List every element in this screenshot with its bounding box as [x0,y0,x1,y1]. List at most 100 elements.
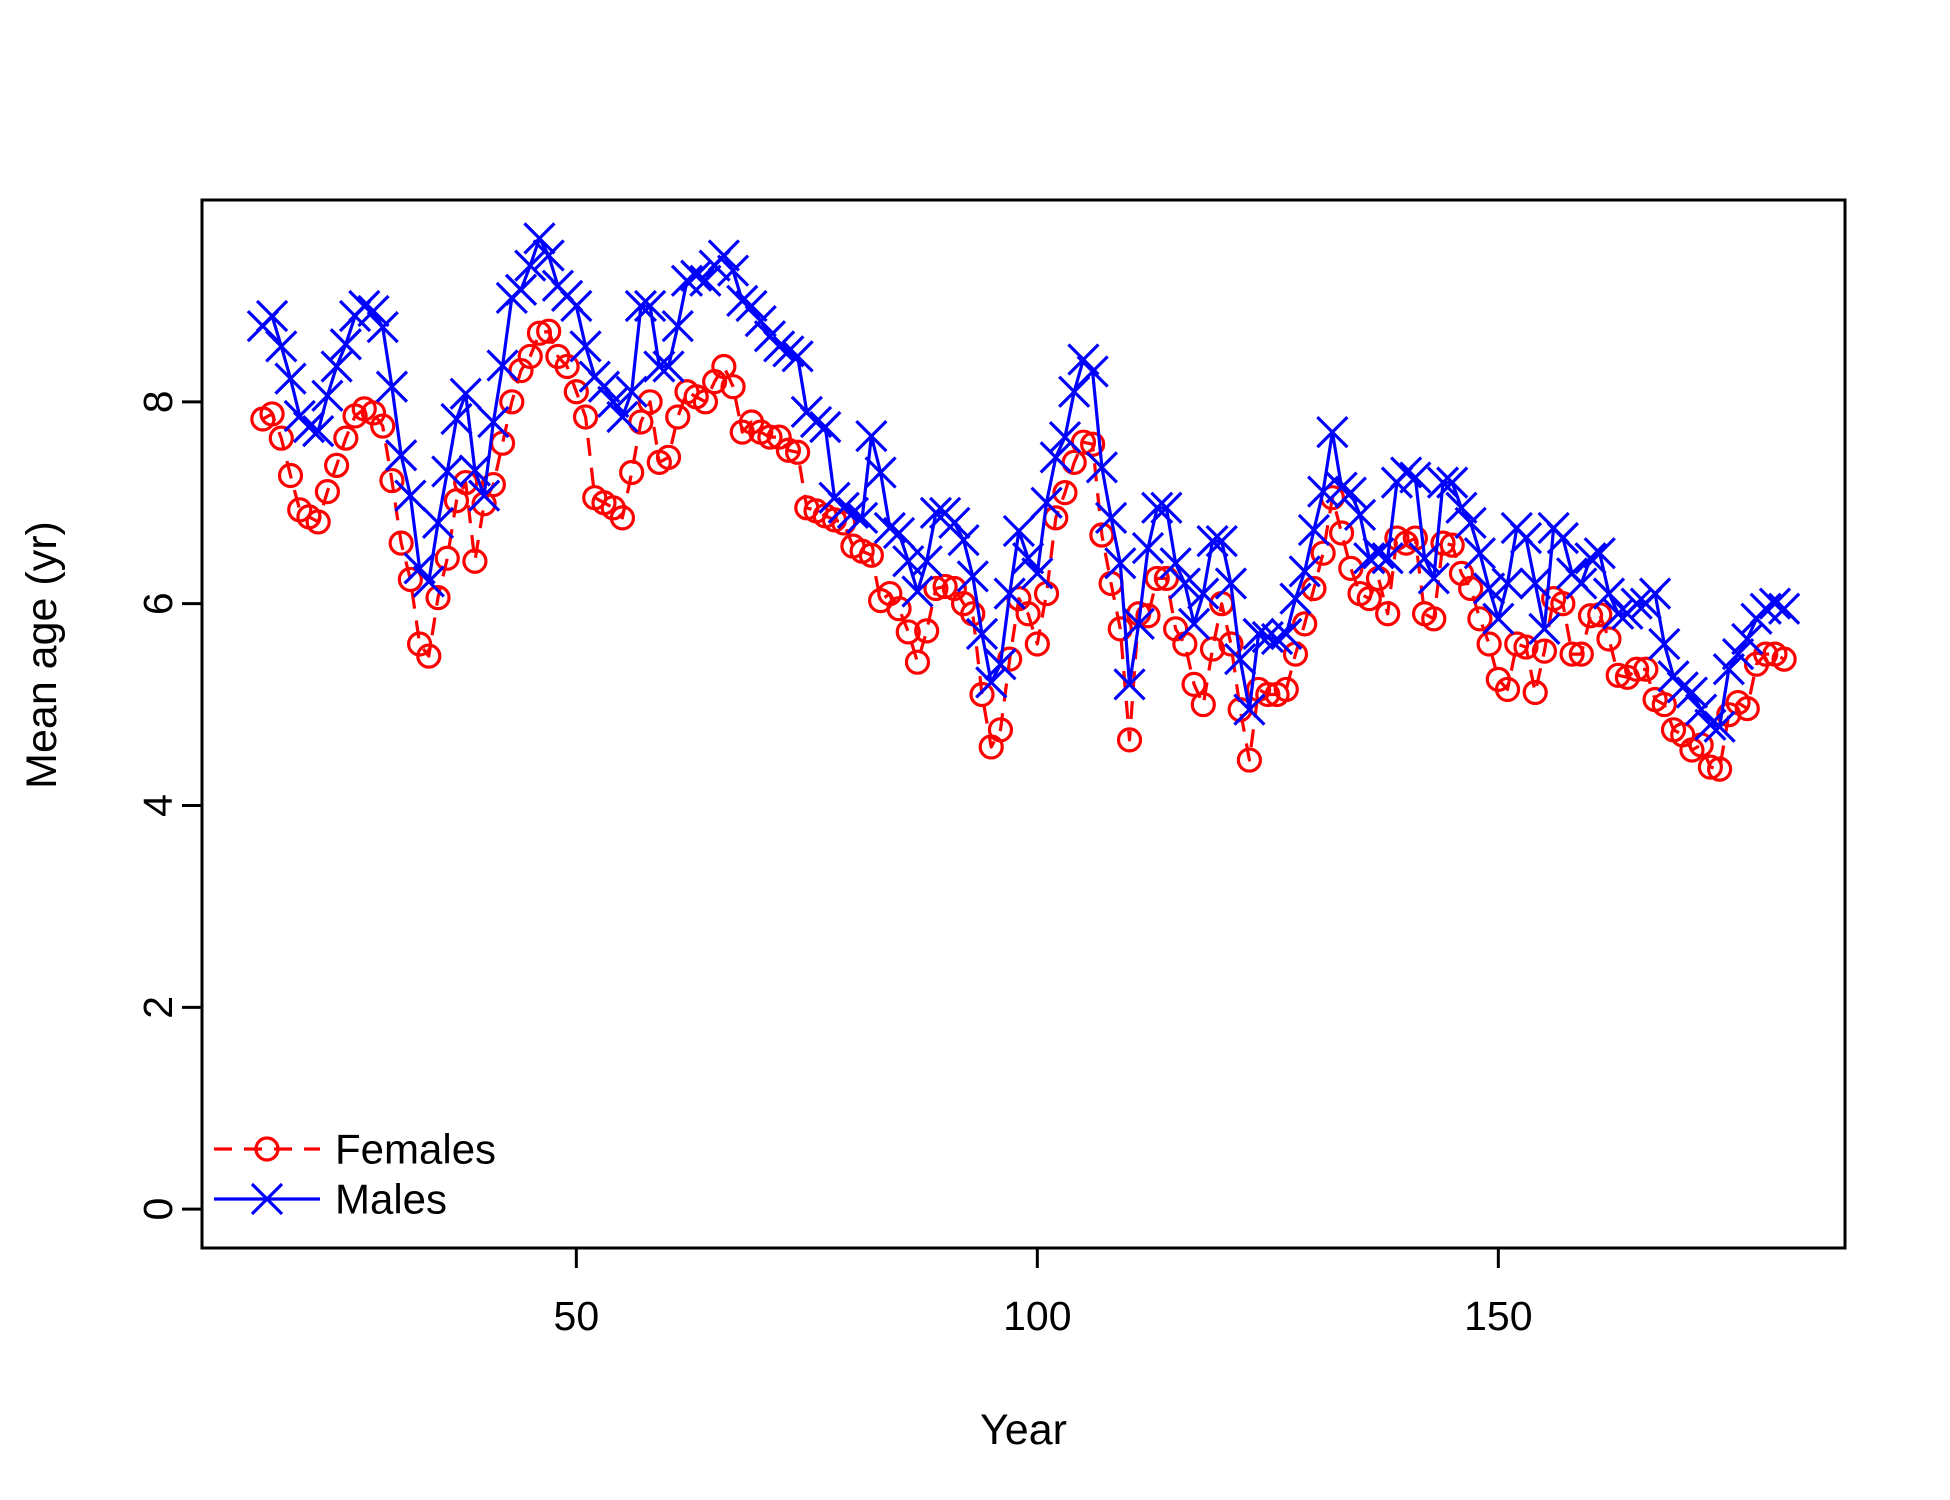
data-point-x-marker [864,456,897,489]
x-marker-stroke [1574,542,1607,575]
data-point-x-marker [1224,643,1257,676]
x-marker-stroke [1491,567,1524,600]
data-point-circle-marker [1577,603,1604,629]
legend-item-females: Females [214,1126,496,1173]
x-marker-stroke [882,516,916,550]
x-marker-stroke [1076,355,1109,388]
data-point-x-marker [633,289,667,323]
data-point-x-marker [1214,567,1248,600]
data-point-x-marker [947,523,980,557]
data-point-x-marker [1048,421,1082,454]
data-point-circle-marker [1430,530,1456,556]
x-marker-stroke [1417,562,1450,595]
x-marker-stroke [477,405,510,439]
x-marker-stroke [440,402,473,436]
data-point-x-marker [735,289,768,323]
data-point-x-marker [919,496,953,529]
data-point-circle-marker [1292,611,1318,637]
x-marker-stroke [394,479,427,512]
data-point-circle-marker [554,353,580,380]
x-marker-stroke [560,289,593,323]
data-point-x-marker [292,410,326,444]
data-point-x-marker [1030,486,1063,519]
data-point-circle-marker [904,649,931,675]
x-marker-stroke [984,648,1017,681]
x-tick-label: 100 [1003,1293,1071,1339]
data-point-x-marker [1270,617,1303,651]
x-marker-stroke [385,439,418,472]
data-point-x-marker [1509,521,1543,555]
data-point-x-marker [1463,537,1497,570]
data-point-x-marker [348,289,381,323]
data-point-circle-marker [425,585,451,611]
data-point-x-marker [467,479,501,512]
data-point-x-marker [993,577,1026,610]
x-marker-stroke [1233,693,1266,726]
x-marker-stroke [1371,542,1404,575]
data-point-x-marker [1233,693,1266,726]
x-marker-stroke [1546,521,1580,555]
data-point-x-marker [1703,710,1736,743]
x-marker-stroke [1648,627,1681,661]
data-point-x-marker [1159,547,1192,580]
data-point-x-marker [523,222,556,255]
females-markers [250,318,1797,782]
data-point-circle-marker [1707,756,1733,782]
x-marker-stroke [1602,597,1635,630]
data-point-circle-marker [1070,429,1097,455]
x-marker-stroke [809,410,842,444]
x-marker-stroke [643,350,676,383]
data-point-circle-marker [277,462,304,489]
data-point-x-marker [1205,524,1238,558]
data-point-circle-marker [1190,691,1216,718]
data-point-circle-marker [1559,641,1585,667]
data-point-x-marker [661,310,694,343]
x-marker-stroke [763,330,796,363]
data-point-x-marker [1399,461,1432,494]
data-point-x-marker [1085,451,1119,484]
data-point-x-marker [440,402,473,436]
data-point-circle-marker [563,379,589,405]
data-point-circle-marker [711,353,737,380]
y-tick-label: 4 [135,794,181,817]
data-point-x-marker [1076,355,1109,388]
data-point-x-marker [763,330,796,363]
data-point-x-marker [1371,542,1404,575]
x-tick-label: 50 [554,1293,600,1339]
data-point-x-marker [366,311,399,344]
data-point-x-marker [965,617,999,651]
data-point-x-marker [1389,456,1423,489]
data-point-circle-marker [1218,631,1244,657]
x-marker-stroke [615,375,648,408]
data-point-x-marker [1546,521,1580,555]
data-point-circle-marker [517,343,543,370]
data-point-circle-marker [1089,522,1115,548]
data-point-x-marker [1113,668,1146,701]
data-point-circle-marker [1651,691,1677,718]
data-point-x-marker [1472,572,1506,605]
data-point-x-marker [873,511,906,545]
x-marker-stroke [366,311,399,344]
x-marker-stroke [1620,587,1653,620]
x-marker-stroke [403,552,436,585]
data-point-circle-marker [932,573,958,600]
males-markers [246,222,1801,743]
x-marker-stroke [1731,622,1764,656]
data-point-x-marker [1150,491,1183,524]
x-marker-stroke [302,414,335,448]
x-marker-stroke [1436,466,1469,499]
x-marker-stroke [375,370,409,403]
data-point-x-marker [772,335,805,368]
data-point-circle-marker [655,444,682,470]
data-point-x-marker [1177,607,1211,640]
data-point-circle-marker [536,318,562,344]
data-point-x-marker [385,439,418,472]
x-marker-stroke [348,289,381,323]
data-point-x-marker [1491,567,1524,600]
x-marker-stroke [1297,513,1331,547]
x-marker-stroke [1334,476,1367,509]
data-point-x-marker [956,560,989,593]
data-point-x-marker [477,405,510,439]
x-marker-stroke [938,506,971,540]
